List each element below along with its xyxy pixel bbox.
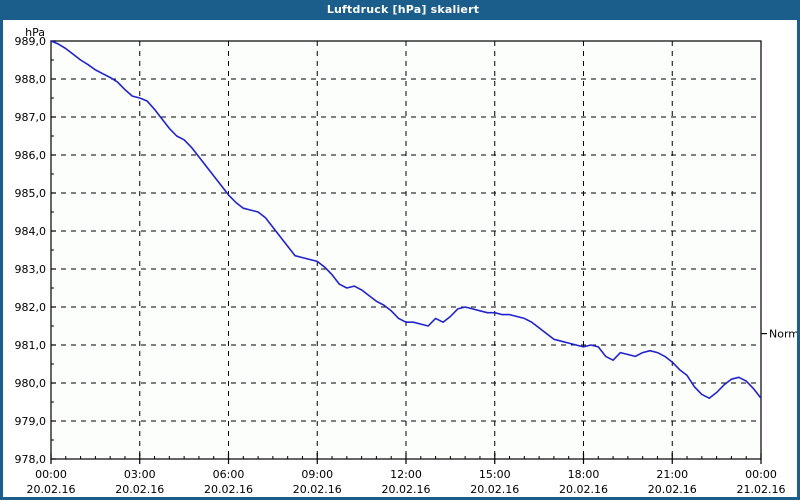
x-tick-time-label: 12:00 <box>390 468 422 481</box>
x-tick-time-label: 21:00 <box>656 468 688 481</box>
window-title: Luftdruck [hPa] skaliert <box>326 3 480 16</box>
x-tick-date-label: 21.02.16 <box>737 483 786 496</box>
x-tick-time-label: 09:00 <box>301 468 333 481</box>
x-tick-date-label: 20.02.16 <box>470 483 519 496</box>
x-axis-tick-labels: 00:00 20.02.16 03:00 20.02.16 06:00 20.02.16 0… <box>27 468 786 496</box>
plot-frame <box>50 40 762 460</box>
y-axis-unit-label: hPa <box>25 26 45 39</box>
plot-background <box>51 41 761 459</box>
data-series-group <box>50 40 762 400</box>
x-tick-date-label: 20.02.16 <box>204 483 253 496</box>
y-tick-label: 984,0 <box>15 225 47 238</box>
x-tick-time-label: 03:00 <box>124 468 156 481</box>
y-tick-label: 988,0 <box>15 73 47 86</box>
y-tick-label: 985,0 <box>15 187 47 200</box>
x-tick-date-label: 20.02.16 <box>115 483 164 496</box>
x-tick-date-label: 20.02.16 <box>382 483 431 496</box>
chart-canvas: 989,0 988,0 987,0 986,0 985,0 984,0 983,0 982,0… <box>3 20 797 497</box>
y-tick-label: 983,0 <box>15 263 47 276</box>
annotation-label: Normal <box>769 328 797 341</box>
pressure-line-chart: 989,0 988,0 987,0 986,0 985,0 984,0 983,0 982,0… <box>15 26 798 496</box>
y-tick-label: 978,0 <box>15 453 47 466</box>
series-line <box>50 40 762 400</box>
x-tick-date-label: 20.02.16 <box>27 483 76 496</box>
x-tick-date-label: 20.02.16 <box>293 483 342 496</box>
y-tick-label: 987,0 <box>15 111 47 124</box>
x-tick-time-label: 15:00 <box>479 468 511 481</box>
y-tick-label: 989,0 <box>15 35 47 48</box>
y-tick-label: 979,0 <box>15 415 47 428</box>
x-tick-time-label: 06:00 <box>213 468 245 481</box>
x-tick-time-label: 18:00 <box>568 468 600 481</box>
window-titlebar: Luftdruck [hPa] skaliert <box>3 0 797 20</box>
x-tick-date-label: 20.02.16 <box>559 483 608 496</box>
y-tick-label: 980,0 <box>15 377 47 390</box>
x-tick-time-label: 00:00 <box>745 468 777 481</box>
right-annotations: Normal <box>761 328 797 341</box>
y-axis-tick-labels: 989,0 988,0 987,0 986,0 985,0 984,0 983,0 982,0… <box>15 35 47 466</box>
y-tick-label: 981,0 <box>15 339 47 352</box>
x-tick-date-label: 20.02.16 <box>648 483 697 496</box>
x-tick-time-label: 00:00 <box>35 468 67 481</box>
y-tick-label: 982,0 <box>15 301 47 314</box>
y-tick-label: 986,0 <box>15 149 47 162</box>
